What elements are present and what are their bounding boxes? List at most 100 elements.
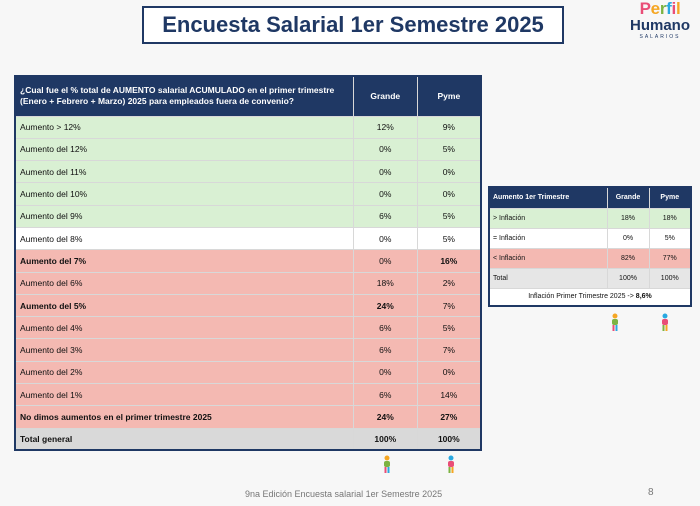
- pyme-value: 9%: [416, 115, 482, 139]
- pyme-value: 2%: [416, 271, 482, 295]
- table-row: Aumento del 11% 0% 0%: [14, 160, 482, 184]
- main-table-header: ¿Cual fue el % total de AUMENTO salarial…: [14, 75, 482, 117]
- grande-value: 6%: [352, 316, 418, 340]
- question-header: ¿Cual fue el % total de AUMENTO salarial…: [14, 75, 354, 117]
- inflation-label: Inflación Primer Trimestre 2025 ->: [528, 293, 634, 301]
- pyme-value: 7%: [416, 338, 482, 362]
- table-row: Aumento del 12% 0% 5%: [14, 137, 482, 162]
- logo-perfil-text: Perfil: [639, 0, 681, 18]
- grande-value: 0%: [352, 137, 418, 162]
- pyme-value: 27%: [416, 405, 482, 429]
- grande-value: 24%: [352, 405, 418, 429]
- grande-value: 0%: [352, 360, 418, 385]
- table-row: < Inflación 82% 77%: [488, 247, 692, 269]
- grande-value: 0%: [352, 160, 418, 184]
- pyme-value: 100%: [648, 267, 692, 289]
- pyme-person-icon: [448, 455, 454, 473]
- row-label: Total: [488, 267, 608, 289]
- page-number: 8: [648, 487, 654, 498]
- row-label: Aumento del 7%: [14, 249, 354, 273]
- side-header-label: Aumento 1er Trimestre: [488, 186, 608, 209]
- table-row: Aumento del 3% 6% 7%: [14, 338, 482, 362]
- table-row: Aumento del 7% 0% 16%: [14, 249, 482, 273]
- inflation-note: Inflación Primer Trimestre 2025 -> 8,6%: [488, 287, 692, 307]
- pyme-value: 14%: [416, 383, 482, 407]
- pyme-value: 5%: [648, 227, 692, 249]
- grande-person-icon: [612, 313, 618, 331]
- row-label: Aumento del 4%: [14, 316, 354, 340]
- row-label: Total general: [14, 427, 354, 451]
- row-label: = Inflación: [488, 227, 608, 249]
- row-label: Aumento del 11%: [14, 160, 354, 184]
- table-row: Aumento del 1% 6% 14%: [14, 383, 482, 407]
- table-row: No dimos aumentos en el primer trimestre…: [14, 405, 482, 429]
- table-row: Aumento del 6% 18% 2%: [14, 271, 482, 295]
- row-label: Aumento del 9%: [14, 204, 354, 228]
- pyme-header: Pyme: [416, 75, 482, 117]
- row-label: Aumento > 12%: [14, 115, 354, 139]
- grande-value: 0%: [352, 226, 418, 251]
- inflation-comparison-table: Aumento 1er Trimestre Grande Pyme > Infl…: [488, 186, 692, 307]
- pyme-value: 16%: [416, 249, 482, 273]
- row-label: Aumento del 3%: [14, 338, 354, 362]
- table-row: > Inflación 18% 18%: [488, 207, 692, 229]
- grande-value: 18%: [606, 207, 650, 229]
- pyme-value: 0%: [416, 182, 482, 206]
- perfil-humano-logo: Perfil Humano SALARIOS: [620, 0, 700, 46]
- pyme-value: 5%: [416, 204, 482, 228]
- grande-person-icon: [384, 455, 390, 473]
- grande-value: 0%: [606, 227, 650, 249]
- row-label: Aumento del 2%: [14, 360, 354, 385]
- row-label: Aumento del 12%: [14, 137, 354, 162]
- grande-value: 0%: [352, 182, 418, 206]
- row-label: Aumento del 1%: [14, 383, 354, 407]
- grande-header: Grande: [352, 75, 418, 117]
- side-grande-header: Grande: [606, 186, 650, 209]
- table-row: Aumento > 12% 12% 9%: [14, 115, 482, 139]
- side-table-header: Aumento 1er Trimestre Grande Pyme: [488, 186, 692, 209]
- table-row: Aumento del 8% 0% 5%: [14, 226, 482, 251]
- grande-value: 18%: [352, 271, 418, 295]
- pyme-value: 0%: [416, 160, 482, 184]
- table-row: Aumento del 5% 24% 7%: [14, 293, 482, 318]
- pyme-value: 5%: [416, 226, 482, 251]
- pyme-value: 100%: [416, 427, 482, 451]
- pyme-value: 7%: [416, 293, 482, 318]
- grande-value: 12%: [352, 115, 418, 139]
- table-row: = Inflación 0% 5%: [488, 227, 692, 249]
- grande-value: 24%: [352, 293, 418, 318]
- grande-value: 6%: [352, 204, 418, 228]
- logo-humano-text: Humano: [630, 17, 690, 34]
- logo-salarios-text: SALARIOS: [639, 34, 681, 40]
- grande-value: 6%: [352, 383, 418, 407]
- grande-value: 100%: [352, 427, 418, 451]
- grande-value: 6%: [352, 338, 418, 362]
- row-label: < Inflación: [488, 247, 608, 269]
- table-row: Aumento del 10% 0% 0%: [14, 182, 482, 206]
- pyme-value: 77%: [648, 247, 692, 269]
- grande-value: 100%: [606, 267, 650, 289]
- row-label: > Inflación: [488, 207, 608, 229]
- pyme-value: 5%: [416, 316, 482, 340]
- total-row: Total general 100% 100%: [14, 427, 482, 451]
- table-row: Aumento del 4% 6% 5%: [14, 316, 482, 340]
- row-label: No dimos aumentos en el primer trimestre…: [14, 405, 354, 429]
- grande-value: 82%: [606, 247, 650, 269]
- inflation-row: Inflación Primer Trimestre 2025 -> 8,6%: [488, 287, 692, 307]
- slide-title: Encuesta Salarial 1er Semestre 2025: [142, 6, 564, 44]
- pyme-value: 18%: [648, 207, 692, 229]
- pyme-person-icon: [662, 313, 668, 331]
- inflation-value: 8,6%: [635, 293, 652, 301]
- row-label: Aumento del 5%: [14, 293, 354, 318]
- pyme-value: 5%: [416, 137, 482, 162]
- row-label: Aumento del 8%: [14, 226, 354, 251]
- slide-footer: 9na Edición Encuesta salarial 1er Semest…: [245, 489, 443, 499]
- row-label: Aumento del 10%: [14, 182, 354, 206]
- total-row: Total 100% 100%: [488, 267, 692, 289]
- pyme-value: 0%: [416, 360, 482, 385]
- main-survey-table: ¿Cual fue el % total de AUMENTO salarial…: [14, 75, 482, 452]
- table-row: Aumento del 2% 0% 0%: [14, 360, 482, 385]
- table-row: Aumento del 9% 6% 5%: [14, 204, 482, 228]
- row-label: Aumento del 6%: [14, 271, 354, 295]
- grande-value: 0%: [352, 249, 418, 273]
